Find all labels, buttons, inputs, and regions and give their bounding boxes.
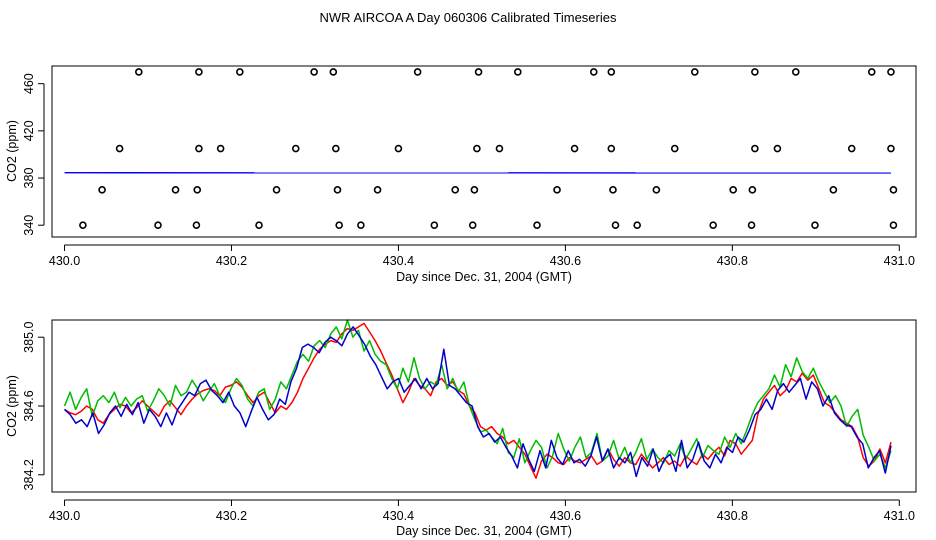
scatter-point	[652, 186, 661, 194]
scatter-point	[829, 186, 838, 194]
bottom-panel: 430.0 430.2 430.4 430.6 430.8 431.0 384.2384.…	[5, 319, 917, 538]
scatter-point	[670, 144, 679, 153]
scatter-point	[216, 144, 225, 153]
scatter-point	[709, 221, 717, 230]
top-x-tick-label: 430.4	[383, 254, 414, 268]
top-panel: 430.0 430.2 430.4 430.6 430.8 431.0 340 380 420…	[5, 65, 917, 284]
scatter-point	[589, 68, 598, 76]
scatter-point	[889, 186, 898, 194]
series-line-blue	[63, 326, 892, 478]
scatter-point	[329, 68, 338, 76]
bottom-x-tick-label: 430.0	[49, 509, 80, 523]
bottom-y-tick-label: 384.2	[22, 459, 36, 490]
scatter-point	[310, 68, 318, 76]
scatter-point	[333, 186, 342, 194]
top-y-tick-label: 460	[22, 73, 36, 94]
bottom-y-tick-label: 384.6	[22, 390, 36, 421]
scatter-point	[335, 221, 343, 230]
top-x-tick-label: 430.0	[49, 254, 80, 268]
scatter-point	[791, 68, 800, 76]
scatter-point	[495, 144, 504, 153]
bottom-x-tick-label: 430.4	[383, 509, 414, 523]
scatter-point	[195, 68, 203, 76]
bottom-x-tick-label: 430.2	[216, 509, 247, 523]
scatter-point	[394, 144, 403, 153]
scatter-point	[135, 68, 143, 76]
scatter-point	[611, 221, 620, 230]
scatter-point	[192, 221, 201, 230]
bottom-y-axis: 384.2 384.6 385.0	[22, 322, 45, 490]
bottom-x-axis-label: Day since Dec. 31, 2004 (GMT)	[396, 524, 572, 538]
top-y-tick-label: 420	[22, 120, 36, 141]
top-y-tick-label: 340	[22, 215, 36, 236]
scatter-point	[357, 221, 365, 230]
scatter-point	[867, 68, 876, 76]
bottom-plot-frame	[51, 319, 917, 493]
scatter-point	[887, 144, 895, 153]
scatter-point	[236, 68, 244, 76]
scatter-point	[193, 186, 202, 194]
bottom-plot-area	[63, 319, 892, 479]
top-x-tick-label: 430.8	[717, 254, 748, 268]
bottom-x-tick-label: 430.6	[550, 509, 581, 523]
top-y-axis-label: CO2 (ppm)	[5, 120, 19, 182]
scatter-point	[468, 221, 477, 230]
scatter-point	[514, 68, 522, 76]
scatter-point	[847, 144, 856, 153]
scatter-point	[451, 186, 460, 194]
scatter-point	[607, 68, 616, 76]
scatter-point	[154, 221, 162, 230]
scatter-point	[751, 144, 759, 153]
scatter-point	[690, 68, 699, 76]
scatter-point	[474, 68, 483, 76]
top-x-tick-label: 430.2	[216, 254, 247, 268]
scatter-point	[430, 221, 439, 230]
scatter-point	[609, 186, 617, 194]
bottom-y-axis-label: CO2 (ppm)	[5, 375, 19, 437]
bottom-x-axis: 430.0 430.2 430.4 430.6 430.8 431.0	[49, 499, 915, 523]
top-x-axis: 430.0 430.2 430.4 430.6 430.8 431.0	[49, 244, 915, 268]
top-x-tick-label: 430.6	[550, 254, 581, 268]
scatter-point	[98, 186, 106, 194]
bottom-y-tick-label: 385.0	[22, 322, 36, 353]
scatter-point	[171, 186, 180, 194]
scatter-point	[553, 186, 561, 194]
scatter-point	[373, 186, 382, 194]
top-y-tick-label: 380	[22, 168, 36, 189]
scatter-point	[773, 144, 782, 153]
top-plot-area	[64, 68, 898, 230]
scatter-point	[272, 186, 281, 194]
scatter-point	[195, 144, 203, 153]
scatter-point	[255, 221, 263, 230]
scatter-point	[332, 144, 340, 153]
scatter-point	[633, 221, 641, 230]
scatter-point	[748, 186, 757, 194]
scatter-point	[115, 144, 124, 153]
scatter-point	[751, 68, 759, 76]
top-y-axis: 340 380 420 460	[22, 73, 45, 236]
chart-title: NWR AIRCOA A Day 060306 Calibrated Times…	[320, 10, 617, 25]
scatter-point	[533, 221, 541, 230]
scatter-point	[470, 186, 479, 194]
series-line-red	[64, 322, 892, 479]
scatter-point	[291, 144, 300, 153]
bottom-x-tick-label: 430.8	[717, 509, 748, 523]
scatter-point	[570, 144, 579, 153]
scatter-point	[747, 221, 756, 230]
scatter-point	[811, 221, 819, 230]
scatter-point	[79, 221, 87, 230]
top-plot-frame	[51, 65, 917, 238]
scatter-point	[473, 144, 481, 153]
scatter-point	[887, 68, 895, 76]
top-x-axis-label: Day since Dec. 31, 2004 (GMT)	[396, 270, 572, 284]
scatter-point	[607, 144, 616, 153]
scatter-point	[413, 68, 422, 76]
bottom-x-tick-label: 431.0	[884, 509, 915, 523]
scatter-point	[729, 186, 737, 194]
top-x-tick-label: 431.0	[884, 254, 915, 268]
scatter-point	[889, 221, 898, 230]
